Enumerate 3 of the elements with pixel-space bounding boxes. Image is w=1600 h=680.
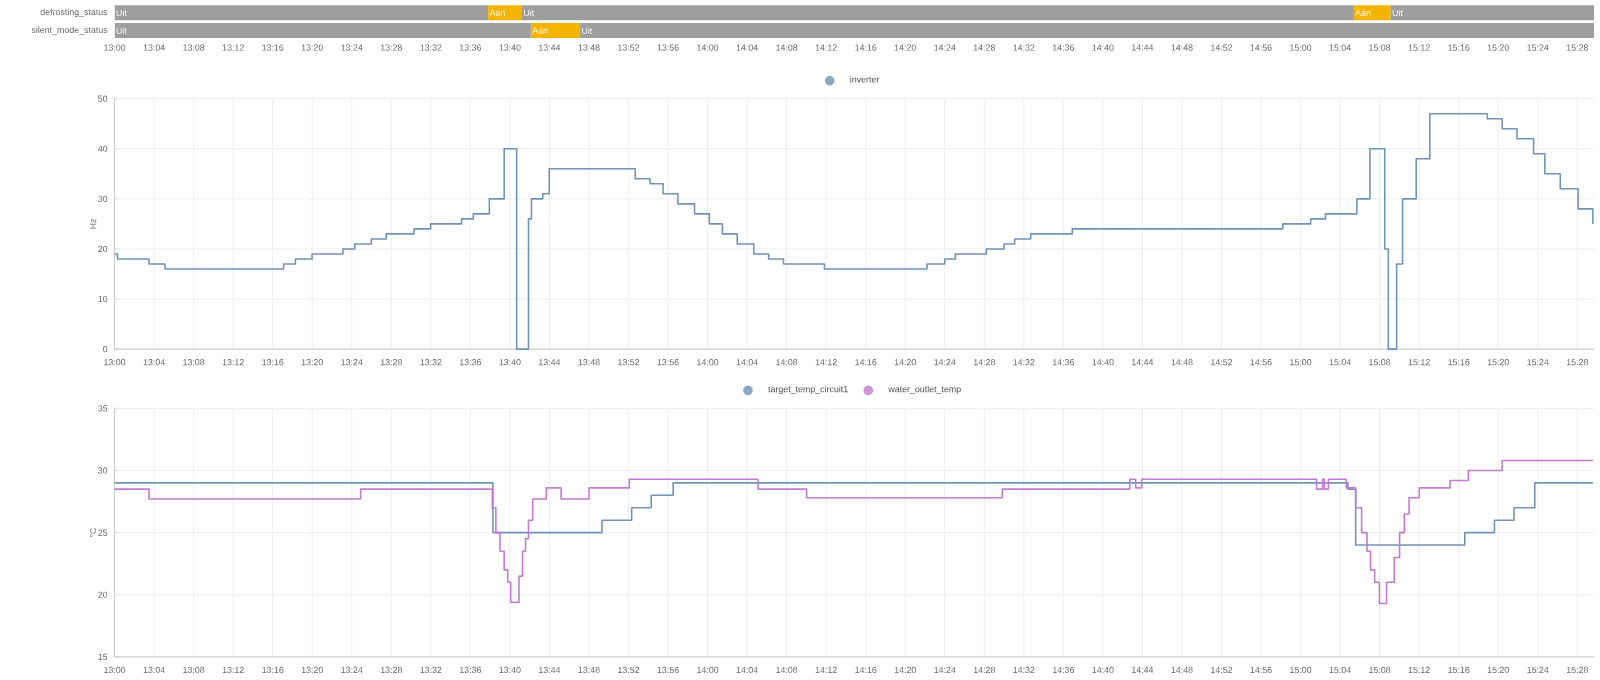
bar: [488, 5, 522, 20]
bar: [530, 22, 581, 38]
bar: [1353, 5, 1391, 20]
